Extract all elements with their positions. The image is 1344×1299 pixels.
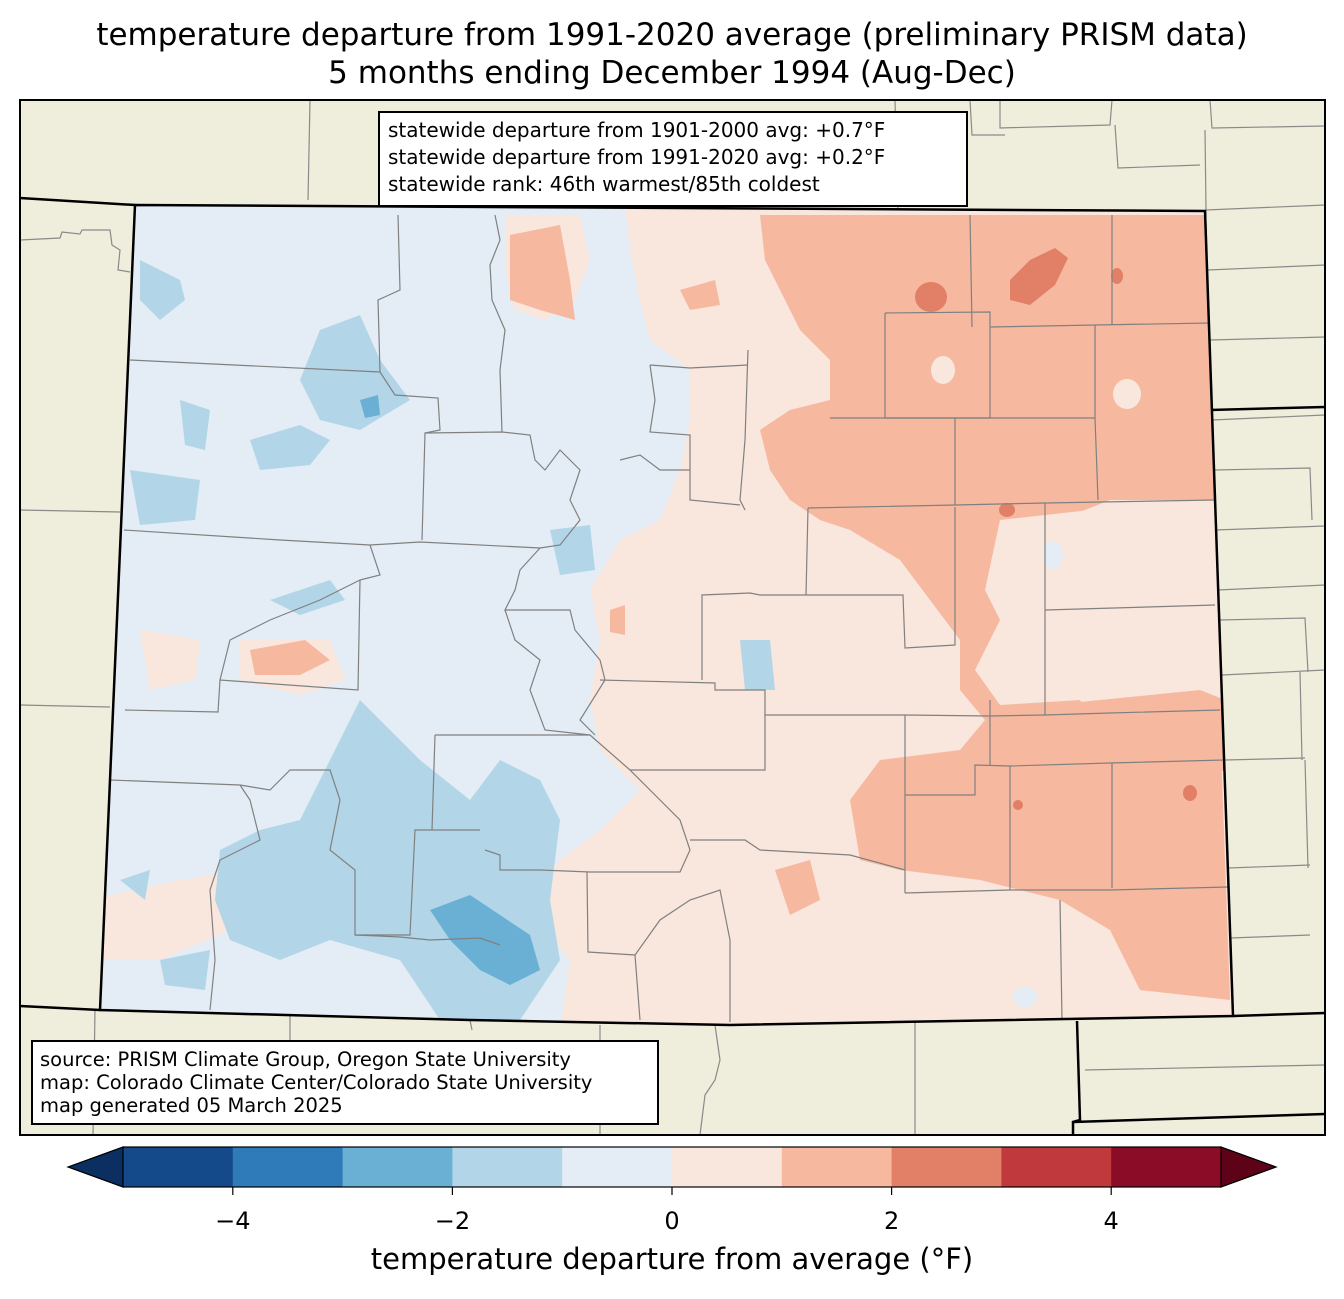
colorbar-bin-5 [672,1147,783,1187]
colorbar-label: temperature departure from average (°F) [370,1242,974,1276]
map-title-line2: 5 months ending December 1994 (Aug-Dec) [328,55,1016,91]
stats-departure-1991-2020: statewide departure from 1991-2020 avg: … [388,145,886,169]
map-title-line1: temperature departure from 1991-2020 ave… [96,17,1248,53]
colorbar-tick-label: 0 [664,1207,679,1235]
stats-rank: statewide rank: 46th warmest/85th coldes… [388,172,820,196]
contour-2-3-spot [915,282,947,312]
colorbar-tick-label: 4 [1104,1207,1119,1235]
colorbar-bin-8 [1001,1147,1112,1187]
source-prism: source: PRISM Climate Group, Oregon Stat… [40,1048,571,1071]
colorado-border [98,203,1235,1027]
colorbar-under-arrow [66,1146,124,1188]
statewide-stats-box: statewide departure from 1901-2000 avg: … [378,111,968,207]
colorbar: −4 −2 0 2 4 [66,1146,1278,1235]
colorbar-bin-6 [781,1147,893,1187]
colorbar-bin-9 [1111,1147,1222,1187]
colorbar-bin-3 [452,1147,563,1187]
colorado-temperature-field [100,205,1233,1025]
colorbar-bin-2 [342,1147,453,1187]
colorbar-tick-label: −4 [215,1207,250,1235]
stats-departure-1901-2000: statewide departure from 1901-2000 avg: … [388,118,886,142]
colorbar-bin-0 [123,1147,234,1187]
neighbor-county-lines [20,100,1325,1135]
source-generated-date: map generated 05 March 2025 [40,1094,343,1117]
colorbar-tick-label: 2 [884,1207,899,1235]
colorado-county-lines [109,214,1229,1022]
source-map-credit: map: Colorado Climate Center/Colorado St… [40,1071,593,1094]
colorbar-tick-label: −2 [435,1207,470,1235]
source-box: source: PRISM Climate Group, Oregon Stat… [31,1040,659,1125]
colorbar-bin-1 [232,1147,344,1187]
colorbar-bin-7 [891,1147,1002,1187]
colorbar-bin-4 [562,1147,673,1187]
map-frame [19,99,1326,1136]
colorbar-over-arrow [1220,1146,1278,1188]
